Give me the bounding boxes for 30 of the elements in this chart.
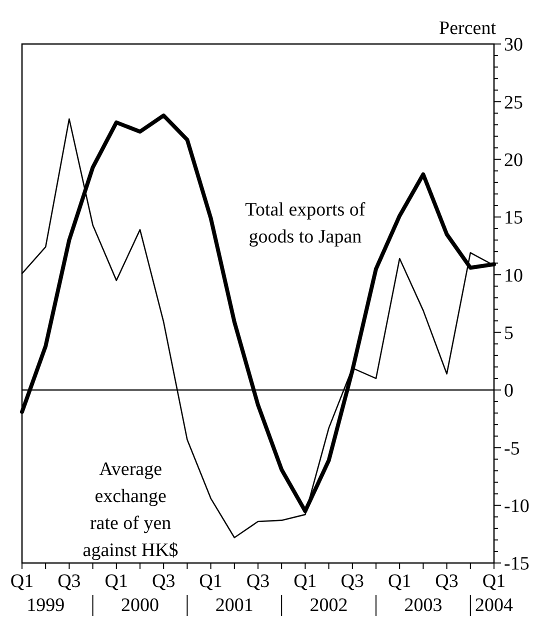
x-tick-label: Q3 (58, 571, 81, 592)
y-tick-label: -15 (504, 554, 530, 575)
text: 2004 (475, 595, 514, 616)
x-tick-label: Q3 (435, 571, 458, 592)
x-tick-label: Q3 (246, 571, 270, 592)
series-label: Average exchange rate of yen against HK$ (82, 458, 178, 561)
x-tick-label: Q1 (482, 571, 506, 592)
y-tick-label: 5 (504, 322, 514, 344)
text: 1999 (26, 595, 65, 616)
x-tick-label: Q1 (10, 571, 34, 592)
text: 2000 (121, 595, 159, 616)
text: 2003 (404, 595, 442, 616)
x-tick-label: Q1 (388, 571, 412, 592)
text: 2001 (215, 595, 254, 616)
y-axis-title: Percent (439, 18, 497, 39)
x-tick-label: Q1 (104, 571, 128, 592)
y-tick-label: 15 (504, 208, 523, 229)
x-tick-label: Q1 (199, 571, 222, 592)
y-tick-label: 30 (504, 34, 523, 56)
x-tick-label: Q1 (294, 571, 317, 592)
y-tick-label: -5 (504, 438, 520, 460)
y-tick-label: -10 (504, 496, 530, 517)
y-tick-label: 20 (504, 150, 523, 171)
text: 2002 (310, 595, 348, 616)
x-tick-label: Q3 (152, 571, 176, 592)
y-tick-label: 0 (504, 380, 514, 402)
y-tick-label: 10 (504, 265, 523, 286)
y-tick-label: 25 (504, 92, 523, 114)
series-label: Total exports of goods to Japan (245, 199, 366, 248)
x-tick-label: Q3 (340, 571, 364, 592)
